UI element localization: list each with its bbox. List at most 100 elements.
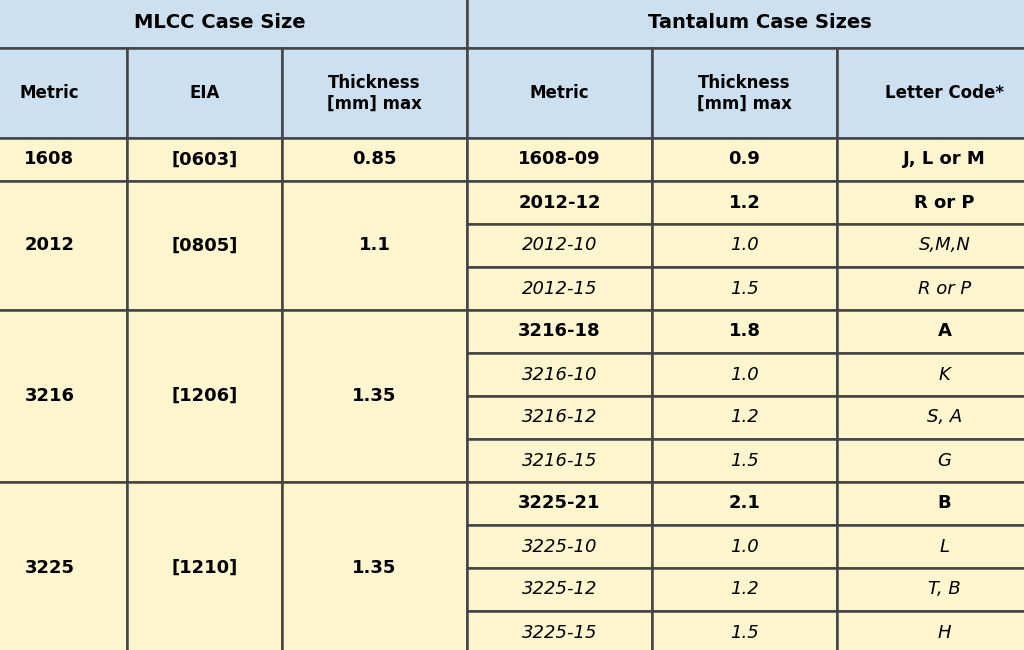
Text: 1.0: 1.0: [730, 365, 759, 383]
Bar: [837, 439, 1024, 482]
Bar: [652, 48, 837, 138]
Bar: [837, 181, 1024, 224]
Bar: [652, 267, 837, 310]
Text: [1210]: [1210]: [171, 559, 238, 577]
Text: 2012: 2012: [25, 237, 75, 255]
Text: 3225-21: 3225-21: [518, 495, 601, 512]
Text: 0.85: 0.85: [352, 151, 396, 168]
Bar: [652, 568, 837, 611]
Text: 1608-09: 1608-09: [518, 151, 601, 168]
Text: 1.2: 1.2: [730, 580, 759, 599]
Text: S, A: S, A: [927, 408, 963, 426]
Bar: [467, 138, 652, 181]
Bar: [837, 353, 1024, 396]
Bar: [837, 611, 1024, 650]
Bar: [467, 353, 652, 396]
Text: [0805]: [0805]: [171, 237, 238, 255]
Bar: [837, 568, 1024, 611]
Bar: [127, 138, 282, 181]
Bar: [837, 525, 1024, 568]
Text: Metric: Metric: [19, 84, 79, 102]
Text: 1.35: 1.35: [352, 559, 396, 577]
Bar: [837, 482, 1024, 525]
Bar: [652, 224, 837, 267]
Bar: [127, 181, 282, 310]
Bar: [467, 224, 652, 267]
Bar: [467, 525, 652, 568]
Text: 1.35: 1.35: [352, 387, 396, 405]
Text: 1.5: 1.5: [730, 452, 759, 469]
Text: 1.8: 1.8: [728, 322, 761, 341]
Text: MLCC Case Size: MLCC Case Size: [134, 12, 305, 31]
Text: 2012-15: 2012-15: [522, 280, 597, 298]
Text: 3225-12: 3225-12: [522, 580, 597, 599]
Text: 1608: 1608: [25, 151, 75, 168]
Bar: [652, 310, 837, 353]
Bar: [467, 310, 652, 353]
Text: L: L: [939, 538, 949, 556]
Text: 1.1: 1.1: [358, 237, 390, 255]
Text: Tantalum Case Sizes: Tantalum Case Sizes: [647, 12, 871, 31]
Text: 1.5: 1.5: [730, 280, 759, 298]
Text: 3216-15: 3216-15: [522, 452, 597, 469]
Bar: [0, 482, 127, 650]
Bar: [282, 310, 467, 482]
Bar: [652, 525, 837, 568]
Bar: [0, 0, 467, 48]
Text: Thickness
[mm] max: Thickness [mm] max: [327, 73, 422, 112]
Text: G: G: [938, 452, 951, 469]
Text: 3225-15: 3225-15: [522, 623, 597, 642]
Bar: [652, 439, 837, 482]
Text: 1.2: 1.2: [730, 408, 759, 426]
Bar: [837, 224, 1024, 267]
Bar: [652, 482, 837, 525]
Text: 3225: 3225: [25, 559, 75, 577]
Text: 1.2: 1.2: [728, 194, 761, 211]
Bar: [467, 267, 652, 310]
Bar: [282, 138, 467, 181]
Text: R or P: R or P: [918, 280, 971, 298]
Text: [0603]: [0603]: [171, 151, 238, 168]
Bar: [127, 482, 282, 650]
Text: A: A: [938, 322, 951, 341]
Bar: [282, 482, 467, 650]
Bar: [127, 48, 282, 138]
Bar: [652, 396, 837, 439]
Bar: [467, 482, 652, 525]
Bar: [467, 568, 652, 611]
Text: 3216: 3216: [25, 387, 75, 405]
Text: K: K: [939, 365, 950, 383]
Bar: [282, 48, 467, 138]
Bar: [652, 353, 837, 396]
Bar: [837, 48, 1024, 138]
Text: 3216-10: 3216-10: [522, 365, 597, 383]
Bar: [467, 48, 652, 138]
Text: 3225-10: 3225-10: [522, 538, 597, 556]
Bar: [837, 396, 1024, 439]
Text: 1.0: 1.0: [730, 538, 759, 556]
Bar: [652, 138, 837, 181]
Text: 2012-12: 2012-12: [518, 194, 601, 211]
Bar: [282, 181, 467, 310]
Bar: [467, 611, 652, 650]
Bar: [0, 138, 127, 181]
Bar: [0, 48, 127, 138]
Text: H: H: [938, 623, 951, 642]
Text: [1206]: [1206]: [171, 387, 238, 405]
Text: T, B: T, B: [928, 580, 961, 599]
Bar: [127, 310, 282, 482]
Bar: [467, 396, 652, 439]
Text: EIA: EIA: [189, 84, 220, 102]
Bar: [652, 611, 837, 650]
Bar: [837, 310, 1024, 353]
Bar: [467, 181, 652, 224]
Text: Metric: Metric: [529, 84, 590, 102]
Text: 2012-10: 2012-10: [522, 237, 597, 255]
Bar: [837, 267, 1024, 310]
Text: 1.0: 1.0: [730, 237, 759, 255]
Text: Letter Code*: Letter Code*: [885, 84, 1004, 102]
Text: 2.1: 2.1: [728, 495, 761, 512]
Text: 3216-18: 3216-18: [518, 322, 601, 341]
Bar: [837, 138, 1024, 181]
Text: 3216-12: 3216-12: [522, 408, 597, 426]
